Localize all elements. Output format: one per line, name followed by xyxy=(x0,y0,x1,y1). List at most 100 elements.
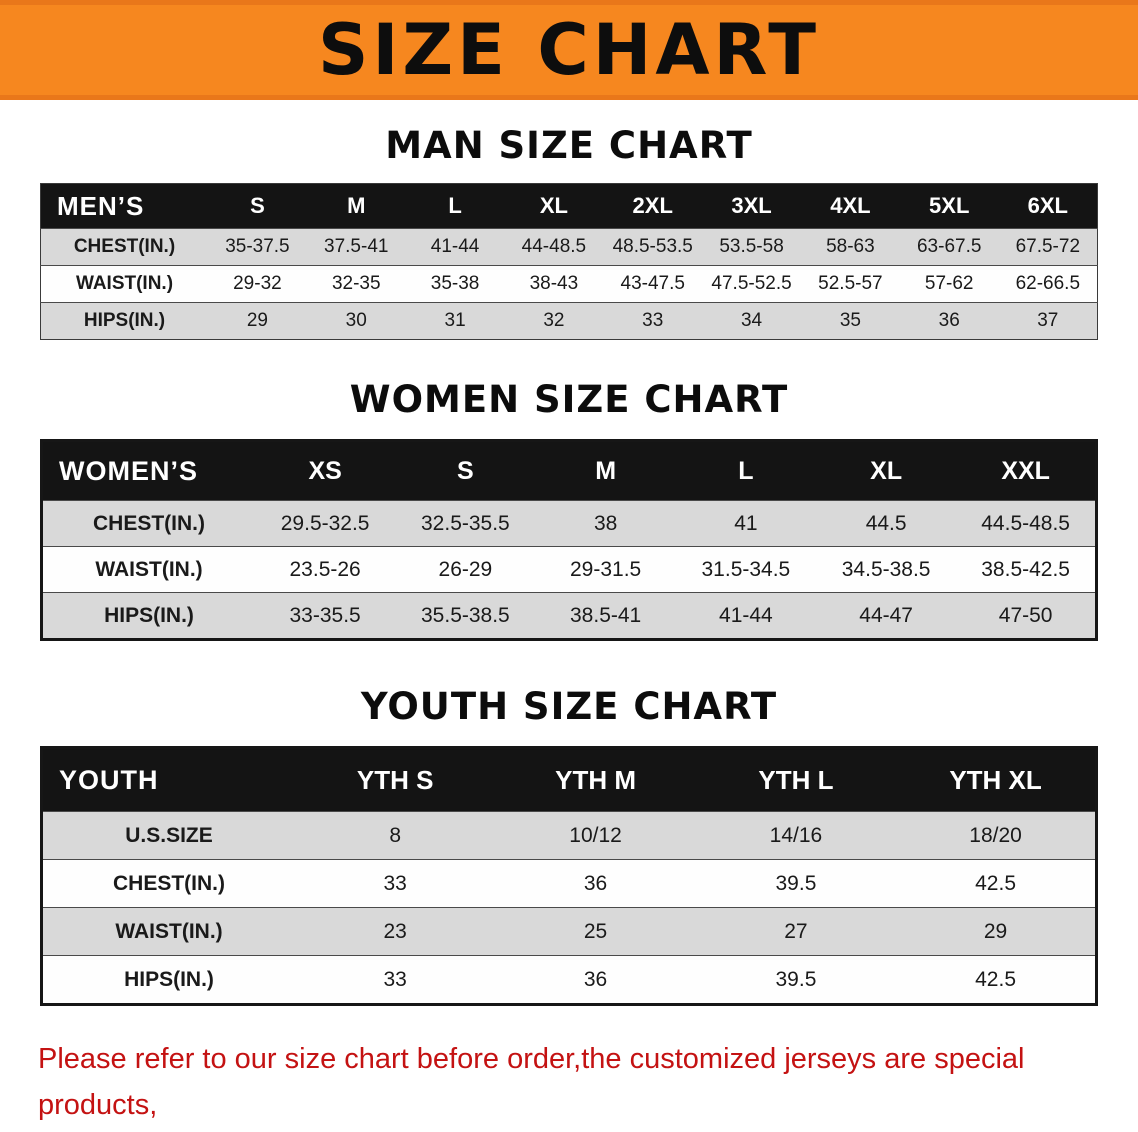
table-cell: 63-67.5 xyxy=(899,228,999,266)
order-policy-note: Please refer to our size chart before or… xyxy=(38,1036,1100,1132)
table-row: WAIST(IN.) 23 25 27 29 xyxy=(41,907,1097,956)
table-row: HIPS(IN.) 33 36 39.5 42.5 xyxy=(41,955,1097,1005)
table-row: HIPS(IN.) 33-35.5 35.5-38.5 38.5-41 41-44 44-… xyxy=(41,592,1097,640)
table-cell: 33-35.5 xyxy=(255,592,396,640)
table-cell: 18/20 xyxy=(896,811,1097,860)
row-label: WAIST(IN.) xyxy=(40,265,208,303)
table-row: WAIST(IN.) 23.5-26 26-29 29-31.5 31.5-34.5 34… xyxy=(41,546,1097,593)
table-cell: 29-32 xyxy=(208,265,307,303)
page-title: SIZE CHART xyxy=(317,9,821,91)
table-cell: 38.5-41 xyxy=(535,592,676,640)
table-cell: 41-44 xyxy=(405,228,505,266)
table-cell: 33 xyxy=(295,955,496,1005)
table-cell: 44.5 xyxy=(816,500,957,547)
table-cell: 38.5-42.5 xyxy=(956,546,1097,593)
table-cell: 23 xyxy=(295,907,496,956)
table-cell: 31.5-34.5 xyxy=(675,546,816,593)
column-header: M xyxy=(306,183,406,229)
table-cell: 35-37.5 xyxy=(208,228,307,266)
table-corner-label: MEN’S xyxy=(40,183,208,229)
column-header: 4XL xyxy=(800,183,900,229)
table-cell: 44-48.5 xyxy=(504,228,604,266)
table-cell: 14/16 xyxy=(695,811,897,860)
table-row: CHEST(IN.) 35-37.5 37.5-41 41-44 44-48.5 48.5… xyxy=(40,228,1098,266)
column-header: L xyxy=(405,183,505,229)
table-cell: 57-62 xyxy=(899,265,999,303)
table-cell: 10/12 xyxy=(495,811,696,860)
table-cell: 44-47 xyxy=(816,592,957,640)
table-cell: 41-44 xyxy=(675,592,816,640)
table-header-row: MEN’S S M L XL 2XL 3XL 4XL 5XL 6XL xyxy=(40,183,1098,229)
table-cell: 48.5-53.5 xyxy=(603,228,703,266)
table-row: CHEST(IN.) 33 36 39.5 42.5 xyxy=(41,859,1097,908)
table-cell: 36 xyxy=(495,859,696,908)
table-cell: 29-31.5 xyxy=(535,546,676,593)
table-cell: 39.5 xyxy=(695,859,897,908)
table-cell: 31 xyxy=(405,302,505,340)
column-header: YTH M xyxy=(495,747,696,812)
table-cell: 36 xyxy=(495,955,696,1005)
table-row: WAIST(IN.) 29-32 32-35 35-38 38-43 43-47.5 47.… xyxy=(40,265,1098,303)
table-cell: 8 xyxy=(295,811,496,860)
table-cell: 53.5-58 xyxy=(702,228,801,266)
table-cell: 29 xyxy=(896,907,1097,956)
table-cell: 47-50 xyxy=(956,592,1097,640)
column-header: L xyxy=(675,440,816,501)
table-cell: 32 xyxy=(504,302,604,340)
women-size-table: WOMEN’S XS S M L XL XXL CHEST(IN.) 29.5-32.5 32.5… xyxy=(40,439,1098,641)
table-cell: 34.5-38.5 xyxy=(816,546,957,593)
column-header: YTH L xyxy=(695,747,897,812)
row-label: WAIST(IN.) xyxy=(41,907,295,956)
table-cell: 47.5-52.5 xyxy=(702,265,801,303)
table-cell: 30 xyxy=(306,302,406,340)
table-cell: 23.5-26 xyxy=(255,546,396,593)
table-cell: 35-38 xyxy=(405,265,505,303)
table-cell: 27 xyxy=(695,907,897,956)
women-section-title: WOMEN SIZE CHART xyxy=(349,378,789,421)
column-header: XL xyxy=(504,183,604,229)
column-header: 2XL xyxy=(603,183,703,229)
table-cell: 38 xyxy=(535,500,676,547)
table-cell: 32-35 xyxy=(306,265,406,303)
table-cell: 39.5 xyxy=(695,955,897,1005)
table-cell: 43-47.5 xyxy=(603,265,703,303)
table-cell: 32.5-35.5 xyxy=(395,500,536,547)
table-cell: 37.5-41 xyxy=(306,228,406,266)
table-cell: 67.5-72 xyxy=(998,228,1098,266)
table-corner-label: YOUTH xyxy=(41,747,295,812)
column-header: S xyxy=(208,183,307,229)
table-cell: 36 xyxy=(899,302,999,340)
row-label: HIPS(IN.) xyxy=(41,955,295,1005)
table-cell: 42.5 xyxy=(896,859,1097,908)
row-label: U.S.SIZE xyxy=(41,811,295,860)
table-row: U.S.SIZE 8 10/12 14/16 18/20 xyxy=(41,811,1097,860)
column-header: YTH XL xyxy=(896,747,1097,812)
table-cell: 37 xyxy=(998,302,1098,340)
table-cell: 35.5-38.5 xyxy=(395,592,536,640)
order-policy-note-line1: Please refer to our size chart before or… xyxy=(38,1043,1025,1122)
table-cell: 26-29 xyxy=(395,546,536,593)
column-header: 5XL xyxy=(899,183,999,229)
table-cell: 52.5-57 xyxy=(800,265,900,303)
table-cell: 29 xyxy=(208,302,307,340)
table-cell: 44.5-48.5 xyxy=(956,500,1097,547)
table-cell: 34 xyxy=(702,302,801,340)
row-label: CHEST(IN.) xyxy=(41,859,295,908)
table-cell: 35 xyxy=(800,302,900,340)
column-header: XL xyxy=(816,440,957,501)
youth-size-table: YOUTH YTH S YTH M YTH L YTH XL U.S.SIZE 8 10/12… xyxy=(40,746,1098,1006)
table-cell: 58-63 xyxy=(800,228,900,266)
table-corner-label: WOMEN’S xyxy=(41,440,255,501)
table-header-row: YOUTH YTH S YTH M YTH L YTH XL xyxy=(41,747,1097,812)
table-cell: 62-66.5 xyxy=(998,265,1098,303)
table-cell: 33 xyxy=(295,859,496,908)
row-label: WAIST(IN.) xyxy=(41,546,255,593)
column-header: 3XL xyxy=(702,183,801,229)
table-header-row: WOMEN’S XS S M L XL XXL xyxy=(41,440,1097,501)
table-cell: 41 xyxy=(675,500,816,547)
men-size-table: MEN’S S M L XL 2XL 3XL 4XL 5XL 6XL CHEST(IN.) 35-37… xyxy=(40,183,1098,340)
table-row: HIPS(IN.) 29 30 31 32 33 34 35 36 37 xyxy=(40,302,1098,340)
table-cell: 38-43 xyxy=(504,265,604,303)
column-header: 6XL xyxy=(998,183,1098,229)
